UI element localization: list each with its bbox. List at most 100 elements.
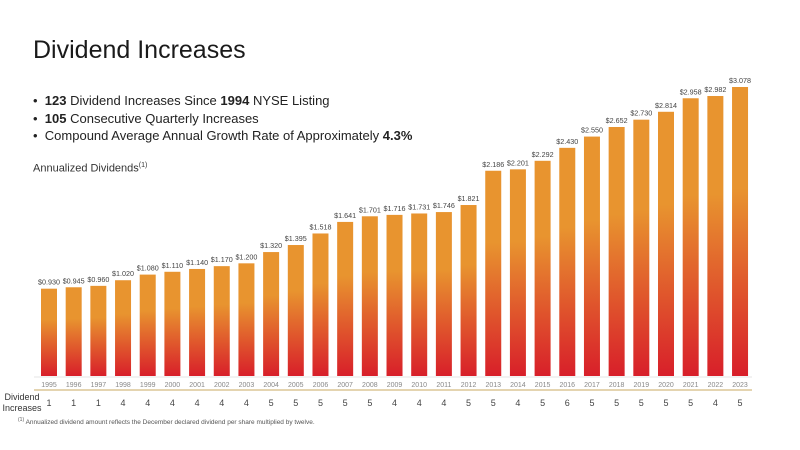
value-label: $2.652 (606, 116, 628, 125)
bar-1995 (41, 288, 57, 376)
increase-count: 5 (589, 398, 594, 408)
bar-2007 (337, 221, 354, 376)
increase-count: 5 (540, 398, 545, 408)
footnote-mark: (1) (18, 417, 25, 423)
bullet-text: Consecutive Quarterly Increases (66, 110, 259, 126)
increase-count: 4 (417, 398, 422, 408)
bullet-text: Compound Average Annual Growth Rate of A… (44, 128, 383, 143)
value-label: $1.020 (112, 269, 134, 278)
increase-count: 4 (713, 398, 718, 408)
value-label: $1.641 (334, 211, 356, 220)
bullet-bold: 1994 (220, 93, 250, 108)
year-label: 2006 (313, 382, 329, 389)
bar-2021 (682, 98, 699, 376)
year-label: 2014 (510, 382, 526, 389)
year-label: 2001 (189, 382, 205, 389)
year-label: 2000 (165, 382, 181, 389)
bullet-text: Dividend Increases Since (66, 93, 221, 108)
value-label: $3.078 (729, 76, 751, 85)
year-label: 2020 (658, 382, 674, 389)
value-label: $1.518 (309, 222, 331, 231)
year-label: 2015 (535, 382, 551, 389)
year-label: 2016 (559, 382, 575, 389)
year-label: 2023 (732, 382, 748, 389)
year-label: 2004 (263, 382, 279, 389)
bar-2020 (658, 111, 674, 376)
value-label: $0.945 (63, 276, 85, 285)
year-label: 2002 (214, 382, 230, 389)
year-label: 1999 (140, 382, 156, 389)
year-label: 2007 (337, 382, 353, 389)
increase-count: 5 (688, 398, 693, 408)
value-label: $1.140 (186, 258, 208, 267)
year-label: 1997 (91, 382, 107, 389)
bar-2023 (732, 87, 749, 376)
value-label: $1.170 (211, 255, 233, 264)
bar-2015 (534, 160, 551, 376)
year-label: 2021 (683, 382, 699, 389)
bar-2019 (633, 119, 650, 376)
value-label: $2.814 (655, 101, 677, 110)
increase-count: 5 (491, 398, 496, 408)
increase-count: 5 (343, 398, 348, 408)
year-label: 2010 (411, 382, 427, 389)
increase-count: 5 (663, 398, 668, 408)
page-title: Dividend Increases (33, 36, 246, 64)
value-label: $2.982 (704, 85, 726, 94)
value-label: $2.186 (482, 160, 504, 169)
bar-2008 (361, 216, 378, 376)
increase-count: 4 (441, 398, 446, 408)
increase-count: 4 (219, 398, 224, 408)
increase-count: 4 (244, 398, 249, 408)
value-label: $2.292 (532, 150, 554, 159)
value-label: $1.320 (260, 241, 282, 250)
increase-count: 4 (515, 398, 520, 408)
increase-count: 5 (466, 398, 471, 408)
bar-1996 (65, 287, 82, 376)
year-label: 1998 (115, 382, 131, 389)
chart-subtitle-text: Annualized Dividends (33, 162, 139, 175)
bullet-bold: 123 (44, 93, 67, 108)
bar-1997 (90, 285, 107, 376)
increase-count: 5 (367, 398, 372, 408)
bullet-bold: 105 (44, 110, 67, 126)
year-label: 2022 (708, 382, 724, 389)
value-label: $2.958 (680, 87, 702, 96)
increase-count: 5 (293, 398, 298, 408)
bar-2022 (707, 96, 724, 377)
bar-2000 (164, 271, 181, 376)
increase-count: 4 (392, 398, 397, 408)
value-label: $1.080 (137, 264, 159, 273)
year-label: 2012 (461, 382, 477, 389)
value-label: $1.731 (408, 202, 430, 211)
year-label: 2008 (362, 382, 378, 389)
footnote: (1) Annualized dividend amount reflects … (18, 417, 315, 426)
value-label: $1.395 (285, 234, 307, 243)
value-label: $1.746 (433, 201, 455, 210)
increase-count: 5 (269, 398, 274, 408)
increase-count: 1 (46, 398, 51, 408)
value-label: $2.730 (630, 109, 652, 118)
chart-subtitle: Annualized Dividends(1) (33, 162, 147, 175)
bar-1999 (139, 274, 156, 376)
bullet-item: • Compound Average Annual Growth Rate of… (33, 128, 413, 143)
bar-2006 (312, 233, 329, 376)
bar-2017 (583, 136, 600, 376)
increase-count: 1 (96, 398, 101, 408)
year-label: 2011 (436, 382, 451, 389)
bullet-item: • 105 Consecutive Quarterly Increases (33, 110, 259, 126)
increase-count: 5 (614, 398, 619, 408)
year-label: 2009 (387, 382, 403, 389)
bar-2014 (509, 169, 526, 376)
increase-count: 4 (195, 398, 200, 408)
year-label: 2003 (239, 382, 255, 389)
value-label: $1.821 (458, 194, 480, 203)
value-label: $2.201 (507, 158, 529, 167)
bullet-list: • 123 Dividend Increases Since 1994 NYSE… (33, 92, 412, 145)
increase-count: 1 (71, 398, 76, 408)
bar-2009 (386, 214, 403, 376)
increase-count: 4 (170, 398, 175, 408)
dividend-increases-row-label: Dividend Increases (2, 392, 42, 413)
value-label: $1.200 (235, 252, 257, 261)
